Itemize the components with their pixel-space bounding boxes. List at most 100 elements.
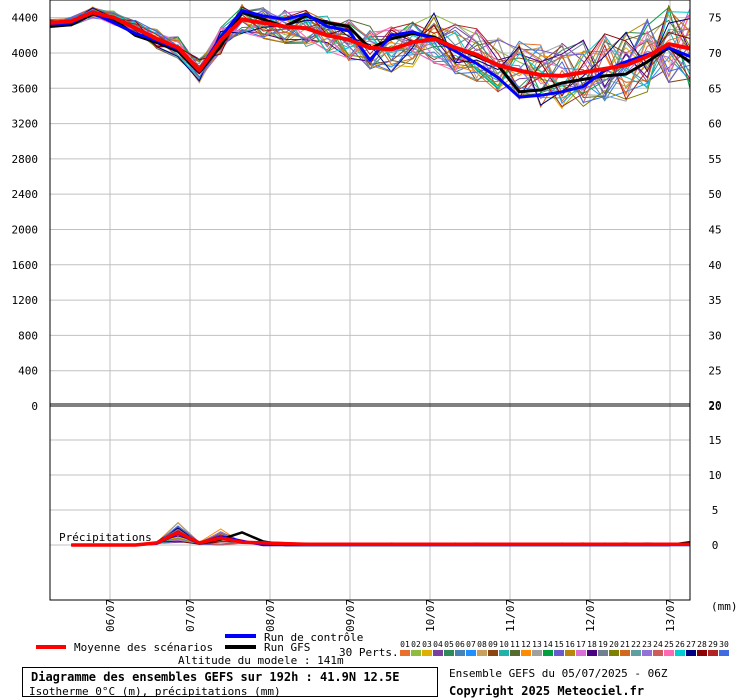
legend-pert-swatch xyxy=(653,650,663,656)
legend-pert-code: 13 xyxy=(532,640,542,649)
legend-pert-code: 01 xyxy=(400,640,410,649)
ensemble-run-note: Ensemble GEFS du 05/07/2025 - 06Z xyxy=(449,667,668,680)
secondary-tick-label: 25 xyxy=(708,365,721,378)
legend-pert-code: 04 xyxy=(433,640,443,649)
date-tick-label: 06/07 xyxy=(104,599,117,632)
chart-title-box: Diagramme des ensembles GEFS sur 192h : … xyxy=(22,667,438,698)
date-tick-label: 10/07 xyxy=(424,599,437,632)
model-altitude: Altitude du modele : 141m xyxy=(178,654,344,667)
legend-pert-code: 14 xyxy=(543,640,553,649)
legend-pert-swatch xyxy=(488,650,498,656)
legend-pert-swatch xyxy=(598,650,608,656)
legend-mean-label: Moyenne des scénarios xyxy=(74,641,213,654)
bottom-panel-grid xyxy=(50,439,690,546)
legend-pert-swatch xyxy=(444,650,454,656)
secondary-tick-label: 65 xyxy=(708,82,721,95)
legend-control-label: Run de contrôle xyxy=(264,631,363,644)
legend-pert-swatch xyxy=(422,650,432,656)
legend-pert-code: 27 xyxy=(686,640,696,649)
legend-pert-code: 05 xyxy=(444,640,454,649)
legend-pert-code: 11 xyxy=(510,640,520,649)
legend-pert-code: 28 xyxy=(697,640,707,649)
legend-pert-code: 10 xyxy=(499,640,509,649)
precip-unit-label: (mm) xyxy=(711,600,738,613)
legend-pert-swatch xyxy=(554,650,564,656)
member-line-28 xyxy=(49,6,691,99)
member-line-29 xyxy=(49,10,691,108)
isotherm-tick-label: 0 xyxy=(31,400,38,413)
legend-pert-swatch xyxy=(664,650,674,656)
isotherm-tick-label: 800 xyxy=(18,329,38,342)
legend-pert-code: 22 xyxy=(631,640,641,649)
main-series-isotherm xyxy=(49,9,691,99)
legend-pert-swatch xyxy=(400,650,410,656)
secondary-tick-label: 20 xyxy=(708,400,721,413)
legend-pert-swatch xyxy=(631,650,641,656)
legend-pert-swatch xyxy=(697,650,707,656)
member-line-19 xyxy=(49,7,691,100)
top-panel-grid xyxy=(50,0,690,600)
isotherm-tick-label: 3200 xyxy=(12,118,39,131)
legend-pert-swatch xyxy=(609,650,619,656)
legend-pert-code: 08 xyxy=(477,640,487,649)
legend-pert-swatch xyxy=(719,650,729,656)
isotherm-tick-label: 4000 xyxy=(12,47,39,60)
precip-tick-label: 20 xyxy=(708,399,721,412)
axis-tick-labels: 0400800120016002000240028003200360040004… xyxy=(12,12,738,632)
legend-pert-swatch xyxy=(620,650,630,656)
legend-pert-swatch xyxy=(565,650,575,656)
legend-pert-code: 24 xyxy=(653,640,663,649)
precip-panel-label: Précipitations xyxy=(59,531,152,544)
legend-pert-code: 03 xyxy=(422,640,432,649)
precip-tick-label: 0 xyxy=(712,539,719,552)
legend-pert-swatch xyxy=(642,650,652,656)
precip-tick-label: 15 xyxy=(708,434,721,447)
legend: Moyenne des scénarios Run de contrôleRun … xyxy=(36,631,729,659)
isotherm-tick-label: 3600 xyxy=(12,82,39,95)
legend-gfs-label: Run GFS xyxy=(264,641,310,654)
legend-pert-swatch xyxy=(466,650,476,656)
member-line-23 xyxy=(49,8,691,100)
legend-pert-swatch xyxy=(433,650,443,656)
legend-pert-code: 02 xyxy=(411,640,421,649)
date-tick-label: 13/07 xyxy=(664,599,677,632)
precip-tick-label: 5 xyxy=(712,504,719,517)
legend-pert-code: 25 xyxy=(664,640,674,649)
legend-pert-swatch xyxy=(576,650,586,656)
legend-pert-swatch xyxy=(708,650,718,656)
date-tick-label: 11/07 xyxy=(504,599,517,632)
legend-pert-code: 17 xyxy=(576,640,586,649)
legend-pert-code: 07 xyxy=(466,640,476,649)
secondary-tick-label: 35 xyxy=(708,294,721,307)
legend-pert-swatch xyxy=(499,650,509,656)
legend-pert-code: 23 xyxy=(642,640,652,649)
legend-pert-code: 16 xyxy=(565,640,575,649)
legend-pert-swatch xyxy=(675,650,685,656)
legend-pert-code: 20 xyxy=(609,640,619,649)
legend-pert-swatch xyxy=(510,650,520,656)
secondary-tick-label: 70 xyxy=(708,47,721,60)
legend-pert-swatch xyxy=(411,650,421,656)
date-tick-label: 08/07 xyxy=(264,599,277,632)
chart-title: Diagramme des ensembles GEFS sur 192h : … xyxy=(31,670,400,684)
isotherm-tick-label: 2800 xyxy=(12,153,39,166)
legend-pert-swatch xyxy=(543,650,553,656)
bottom-panel-frame xyxy=(49,405,691,601)
isotherm-tick-label: 4400 xyxy=(12,12,39,25)
mean-precip-line xyxy=(71,530,690,547)
isotherm-tick-label: 1200 xyxy=(12,294,39,307)
legend-pert-swatch xyxy=(455,650,465,656)
legend-pert-code: 29 xyxy=(708,640,718,649)
mean-isotherm-line xyxy=(49,10,691,78)
panel-frames xyxy=(49,0,691,601)
isotherm-tick-label: 400 xyxy=(18,365,38,378)
legend-pert-code: 19 xyxy=(598,640,608,649)
secondary-tick-label: 30 xyxy=(708,329,721,342)
legend-pert-code: 21 xyxy=(620,640,630,649)
legend-pert-code: 09 xyxy=(488,640,498,649)
date-tick-label: 12/07 xyxy=(584,599,597,632)
legend-pert-code: 06 xyxy=(455,640,465,649)
main-series-precip xyxy=(71,530,691,547)
date-tick-label: 07/07 xyxy=(184,599,197,632)
